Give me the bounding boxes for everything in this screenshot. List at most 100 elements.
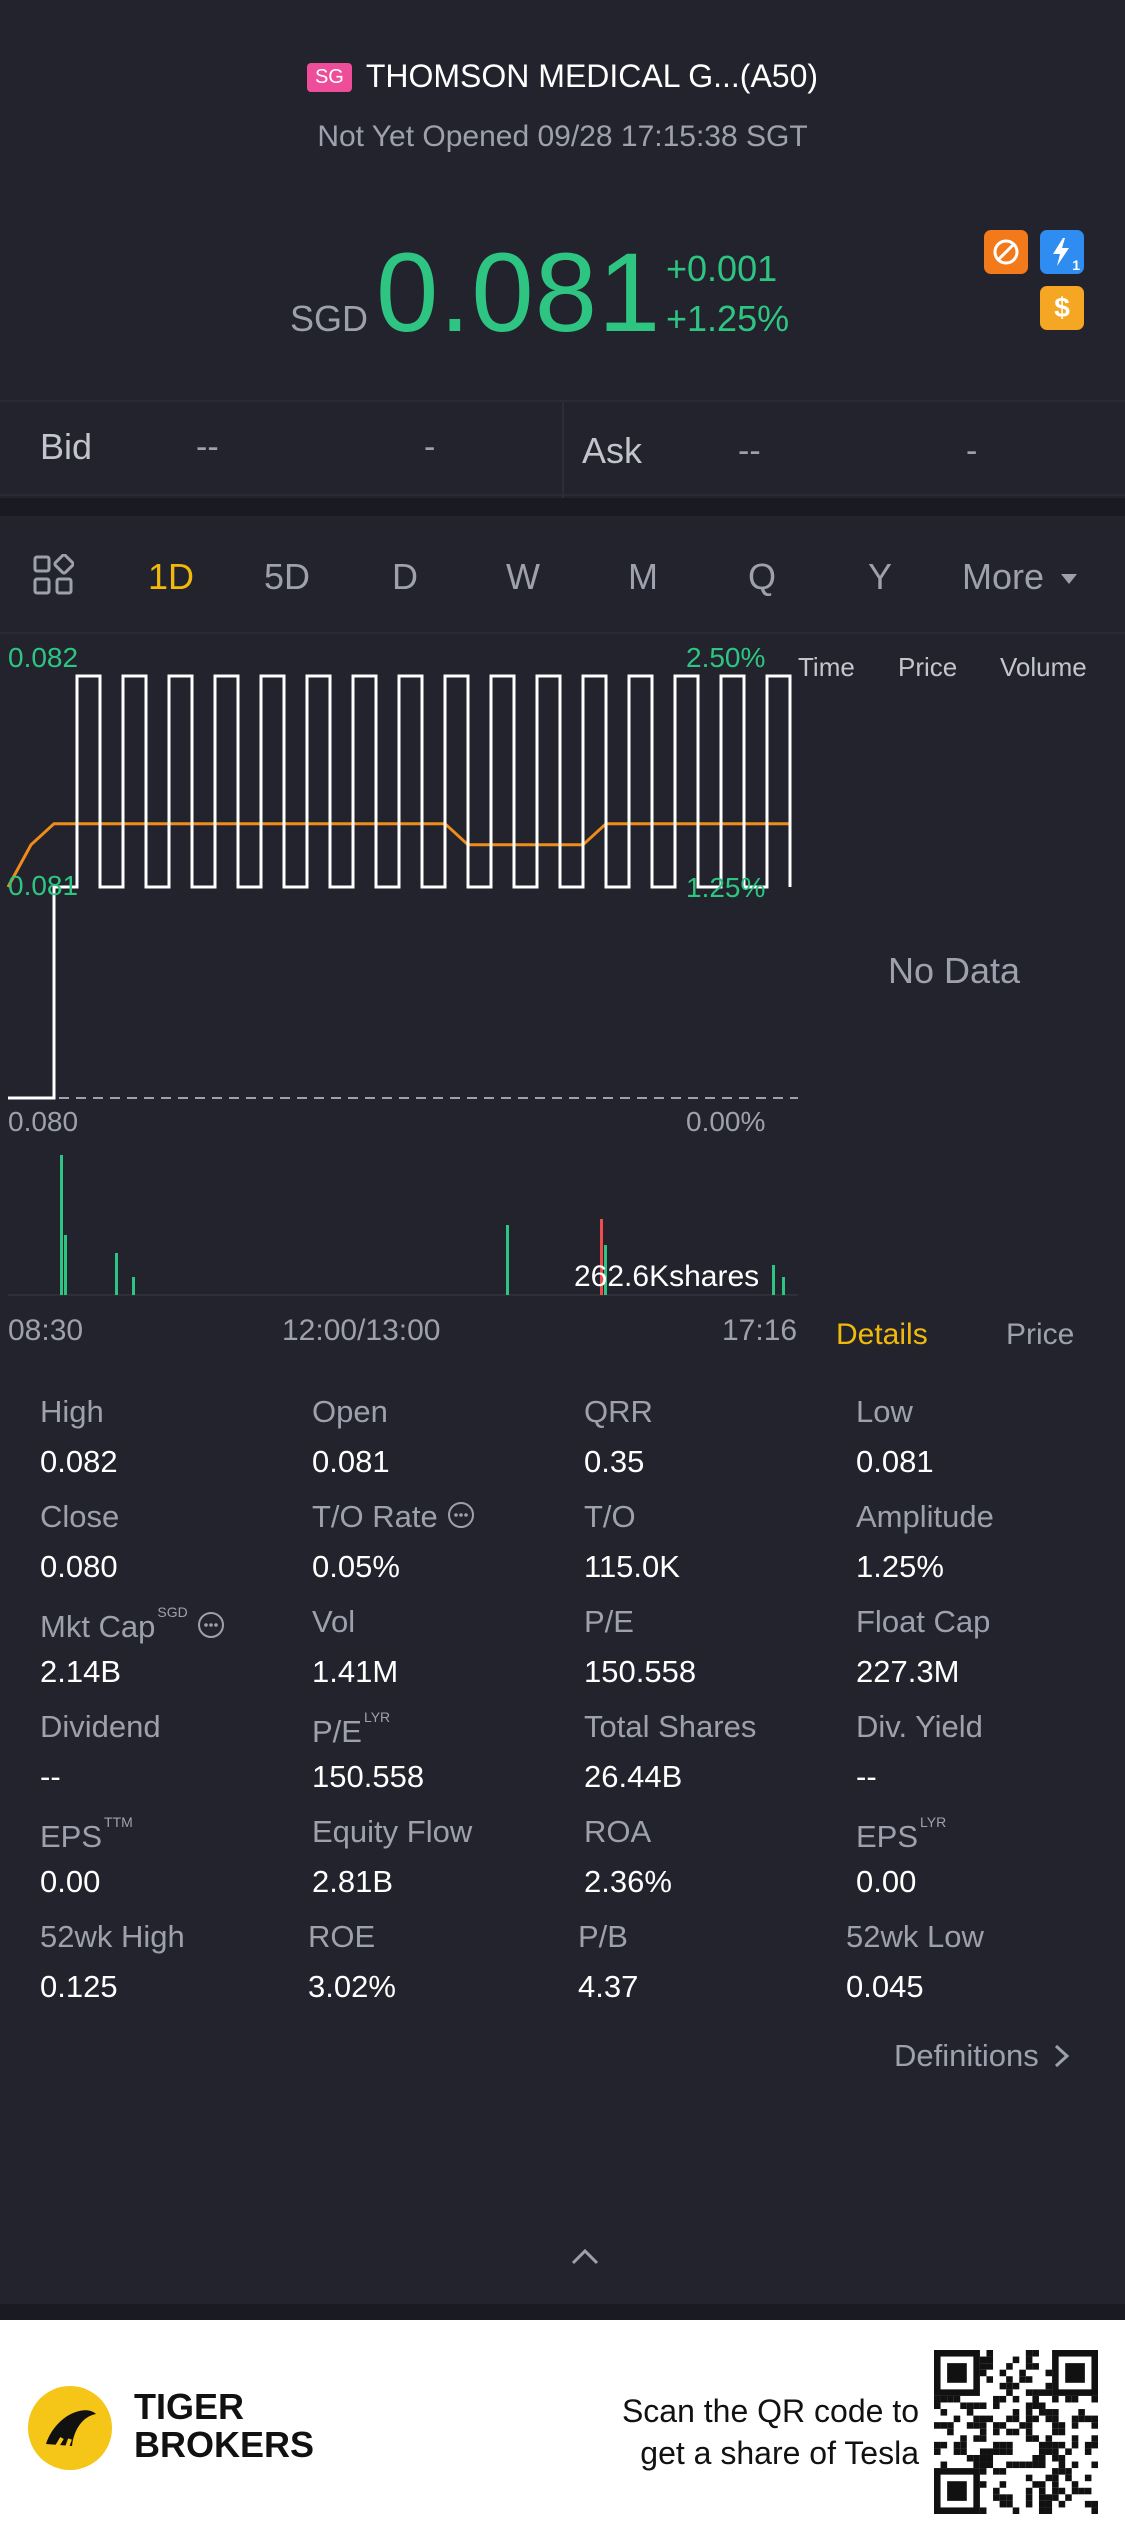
collapse-caret-icon[interactable] xyxy=(570,2246,600,2266)
y-axis-mid: 0.081 xyxy=(8,870,79,901)
qr-module xyxy=(1019,2369,1026,2377)
stat-value: -- xyxy=(856,1759,877,1794)
stat-value: 0.00 xyxy=(856,1864,917,1899)
qr-module xyxy=(1032,2402,1039,2410)
dollar-icon[interactable]: $ xyxy=(1040,286,1084,330)
tab-y[interactable]: Y xyxy=(868,556,893,597)
qr-module xyxy=(993,2422,1000,2429)
qr-module xyxy=(1012,2461,1020,2469)
tab-q[interactable]: Q xyxy=(748,556,777,597)
x-axis-start: 08:30 xyxy=(8,1314,84,1347)
qr-module xyxy=(966,2402,974,2410)
stat-label-text: EPS xyxy=(856,1819,919,1854)
tab-1d[interactable]: 1D xyxy=(148,556,195,597)
stat-value: 0.05% xyxy=(312,1549,400,1584)
lightning-icon[interactable]: 1 xyxy=(1040,230,1084,274)
qr-module xyxy=(1025,2356,1033,2364)
qr-module xyxy=(993,2448,1000,2455)
stat-value: 0.125 xyxy=(40,1969,118,2004)
info-more-icon[interactable] xyxy=(196,1610,226,1640)
qr-module xyxy=(973,2461,980,2469)
qr-module xyxy=(1084,2487,1092,2495)
qr-module xyxy=(979,2468,987,2475)
stat-value: 4.37 xyxy=(578,1969,639,2004)
qr-module xyxy=(1012,2428,1020,2436)
qr-module xyxy=(947,2422,954,2429)
stat-label-text: P/E xyxy=(584,1604,634,1639)
qr-module xyxy=(979,2428,987,2436)
tab-5d[interactable]: 5D xyxy=(264,556,311,597)
trades-col-time: Time xyxy=(798,652,855,682)
stat-label: Mkt Cap SGD xyxy=(40,1604,226,1645)
stat-label-text: Total Shares xyxy=(584,1709,757,1744)
trades-col-volume: Volume xyxy=(1000,652,1087,682)
stat-label: QRR xyxy=(584,1394,653,1430)
qr-module xyxy=(1019,2376,1026,2383)
qr-module xyxy=(979,2461,987,2469)
qr-module xyxy=(940,2395,948,2403)
tab-d[interactable]: D xyxy=(392,556,418,597)
stat-label: High xyxy=(40,1394,104,1430)
qr-module xyxy=(979,2422,987,2429)
qr-module xyxy=(986,2461,994,2469)
intraday-chart[interactable] xyxy=(0,636,800,1326)
price-change: +0.001 +1.25% xyxy=(666,244,789,344)
stat-value: 1.25% xyxy=(856,1549,944,1584)
stat-label: Float Cap xyxy=(856,1604,990,1640)
tab-details[interactable]: Details xyxy=(836,1318,928,1351)
stat-label: P/B xyxy=(578,1919,628,1955)
stat-label: EPS LYR xyxy=(856,1814,946,1855)
info-more-icon[interactable] xyxy=(446,1500,476,1530)
stat-label: Open xyxy=(312,1394,388,1430)
definitions-link[interactable]: Definitions xyxy=(894,2038,1071,2074)
volume-bar xyxy=(604,1245,607,1295)
qr-module xyxy=(986,2448,994,2455)
layout-grid-icon[interactable] xyxy=(32,553,75,601)
stat-value: 150.558 xyxy=(584,1654,697,1689)
qr-module xyxy=(979,2369,987,2377)
stat-value: 2.14B xyxy=(40,1654,122,1689)
change-amount: +0.001 xyxy=(666,248,778,289)
qr-module xyxy=(934,2395,941,2403)
qr-module xyxy=(1006,2389,1013,2396)
volume-bar xyxy=(60,1155,63,1295)
stat-value: 2.36% xyxy=(584,1864,672,1899)
stat-value: 3.02% xyxy=(308,1969,396,2004)
tab-more[interactable]: More xyxy=(962,556,1078,598)
stat-label-text: 52wk Low xyxy=(846,1919,984,1954)
qr-module xyxy=(1058,2422,1066,2429)
y-axis-low: 0.080 xyxy=(8,1106,79,1137)
qr-module xyxy=(993,2428,1000,2436)
qr-module xyxy=(999,2369,1007,2377)
tab-price-detail[interactable]: Price xyxy=(1006,1318,1075,1351)
last-price: 0.081 xyxy=(376,230,662,355)
qr-module xyxy=(1084,2415,1092,2423)
qr-module xyxy=(1032,2395,1039,2403)
trades-col-price: Price xyxy=(898,652,958,682)
qr-module xyxy=(1038,2448,1046,2455)
stat-label: Low xyxy=(856,1394,913,1430)
volume-bar xyxy=(132,1277,135,1295)
qr-module xyxy=(1091,2435,1098,2442)
qr-module xyxy=(1065,2448,1072,2455)
qr-module xyxy=(1065,2468,1072,2475)
qr-module xyxy=(1038,2487,1046,2495)
qr-module xyxy=(999,2481,1007,2488)
stat-label-text: ROE xyxy=(308,1919,376,1954)
qr-module xyxy=(947,2428,954,2436)
tab-m[interactable]: M xyxy=(628,556,658,597)
qr-module xyxy=(1006,2376,1013,2383)
qr-module xyxy=(1006,2415,1013,2423)
pct-axis-low: 0.00% xyxy=(686,1106,766,1137)
qr-module xyxy=(1045,2441,1053,2449)
market-status: Not Yet Opened 09/28 17:15:38 SGT xyxy=(317,120,808,153)
currency-label: SGD xyxy=(290,298,369,339)
qr-module xyxy=(1038,2454,1046,2462)
stat-value: 1.41M xyxy=(312,1654,399,1689)
no-shorting-icon[interactable] xyxy=(984,230,1028,274)
qr-module xyxy=(1091,2422,1098,2429)
qr-module xyxy=(953,2395,961,2403)
stat-label-text: EPS xyxy=(40,1819,103,1854)
qr-module xyxy=(1032,2435,1039,2442)
tab-w[interactable]: W xyxy=(506,556,540,597)
